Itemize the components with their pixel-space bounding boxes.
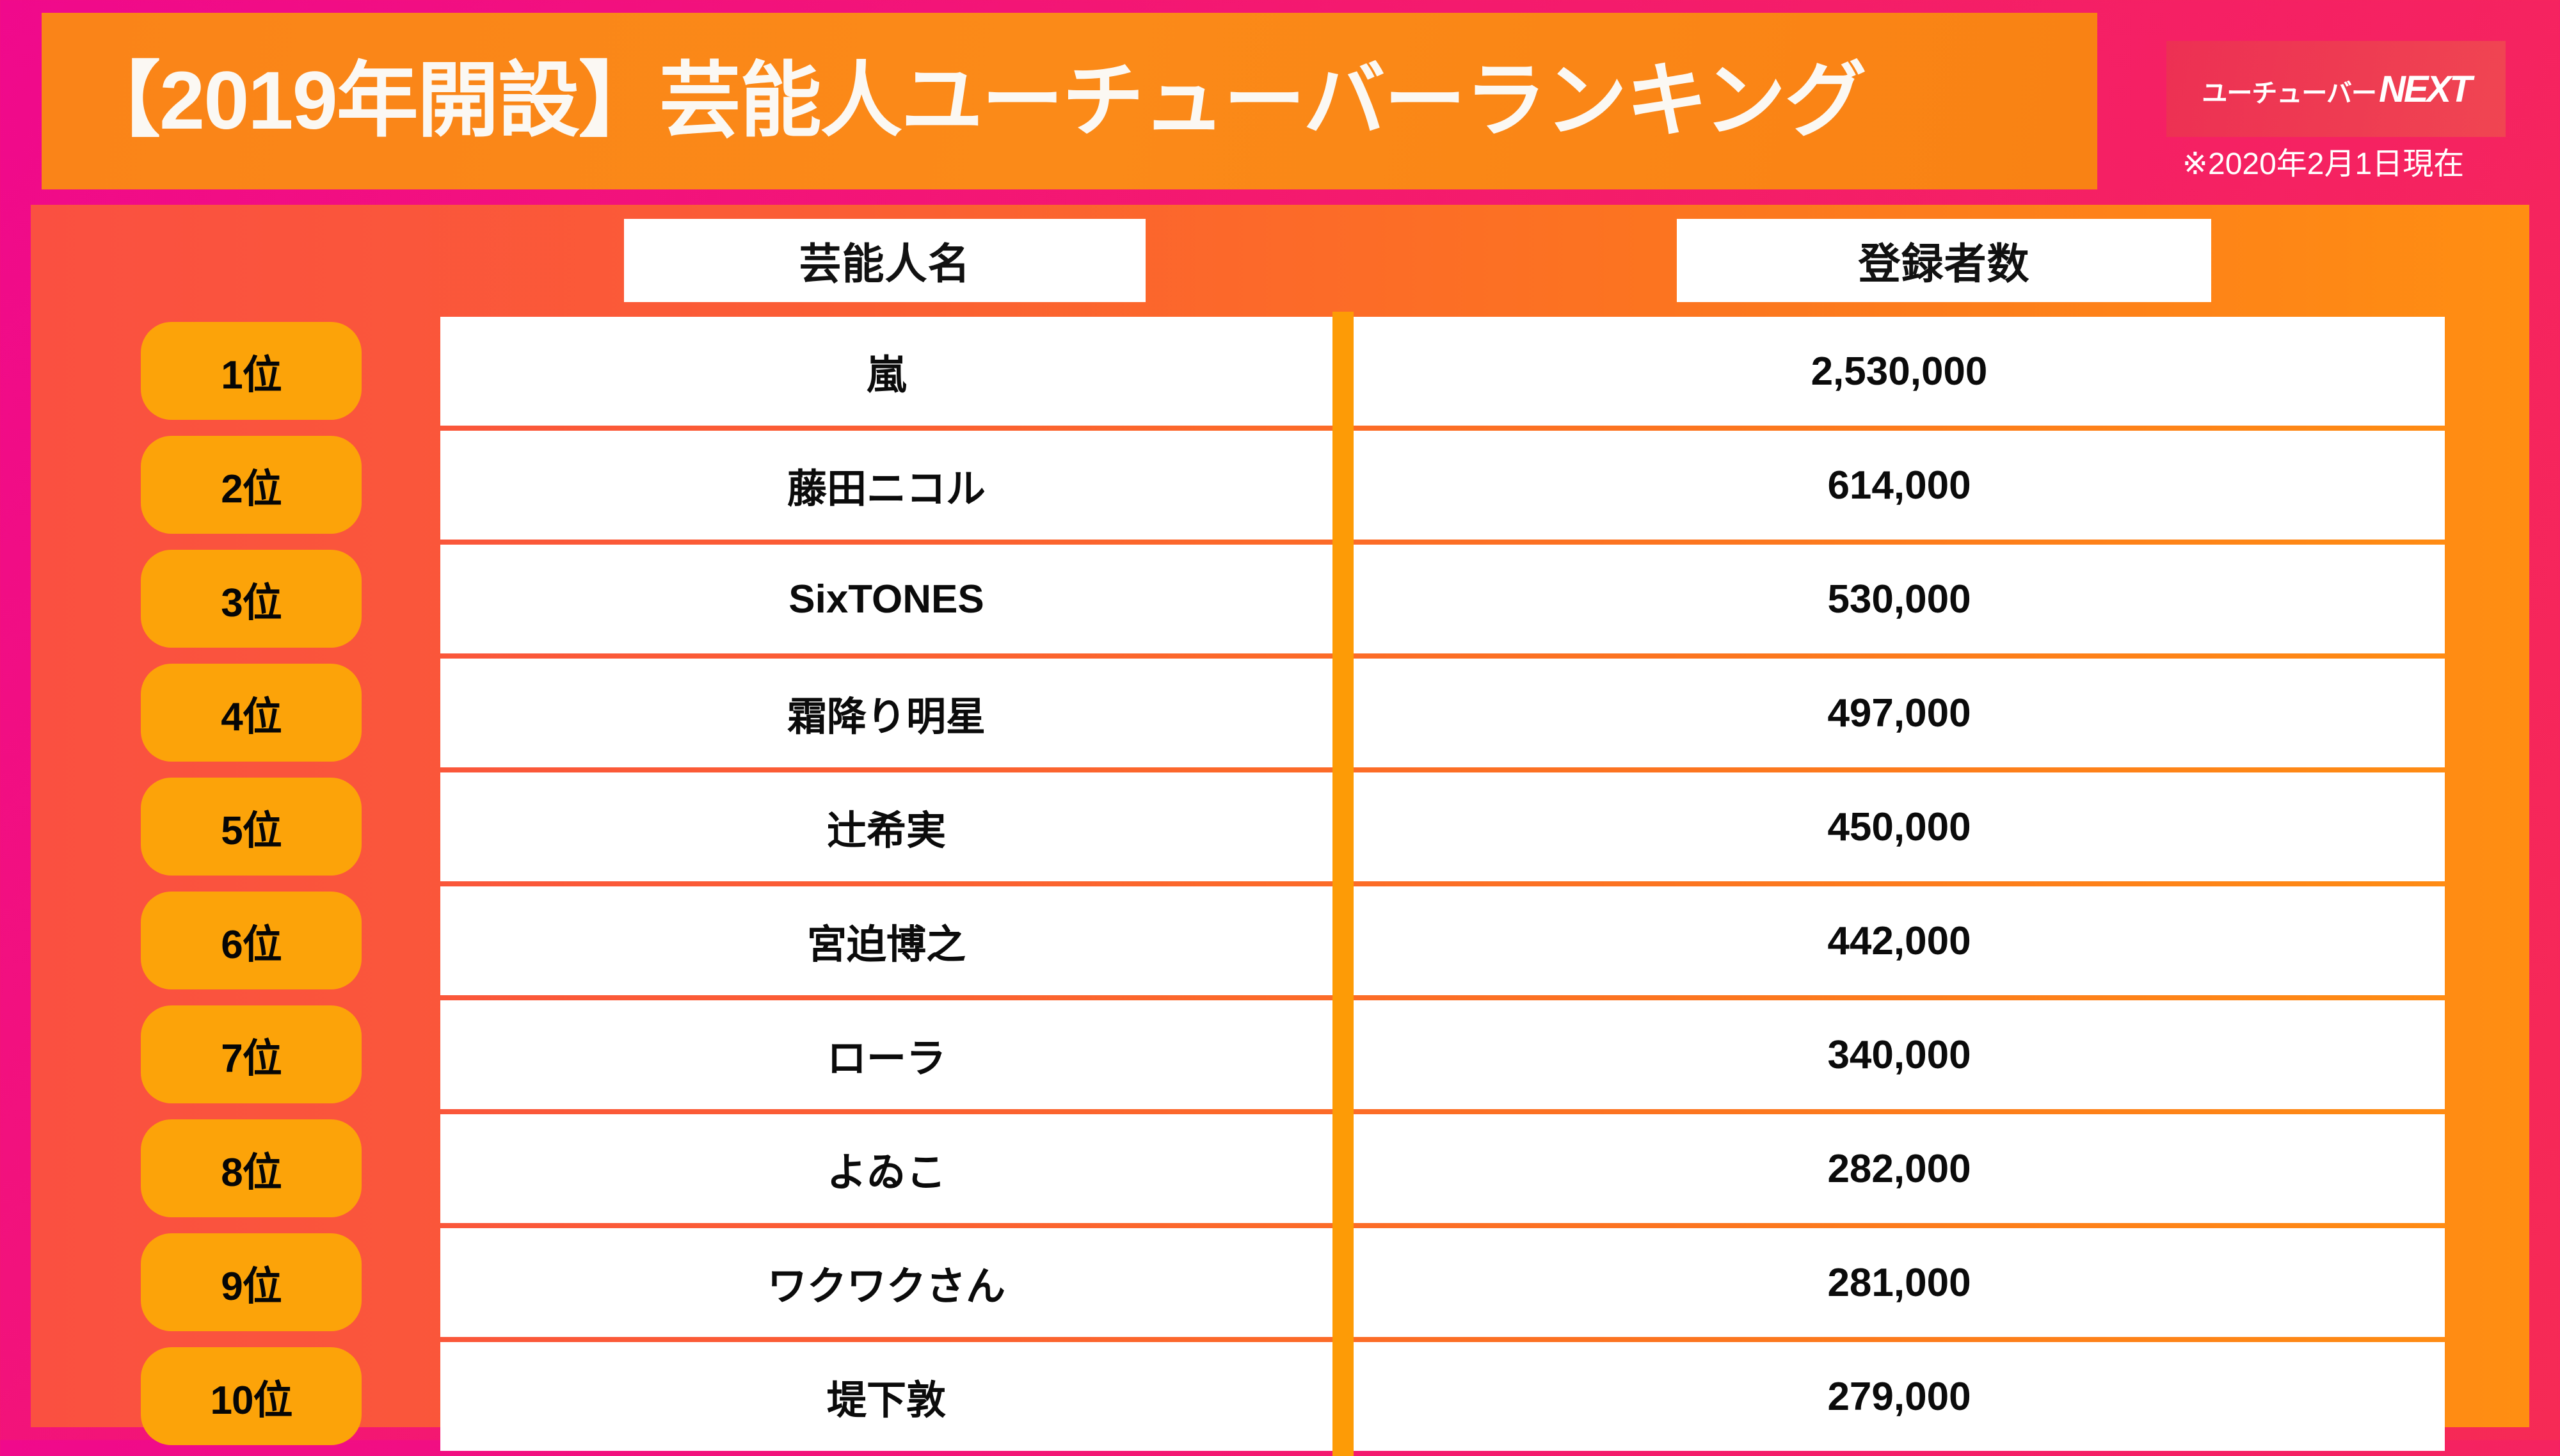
subscriber-count-label: 530,000	[1827, 577, 1971, 621]
subscriber-count-label: 2,530,000	[1811, 349, 1988, 394]
subscriber-count-cell: 614,000	[1354, 431, 2445, 540]
rank-badge-label: 5位	[221, 808, 282, 853]
rank-badge: 9位	[141, 1233, 362, 1331]
celebrity-name-label: 宮迫博之	[806, 923, 966, 967]
subscriber-count-cell: 450,000	[1354, 772, 2445, 881]
subscriber-count-cell: 281,000	[1354, 1228, 2445, 1337]
rank-badge: 2位	[141, 436, 362, 534]
subscriber-count-cell: 340,000	[1354, 1000, 2445, 1109]
celebrity-name-label: よゐこ	[826, 1151, 946, 1195]
date-note: ※2020年2月1日現在	[2182, 147, 2465, 181]
table-row: 6位 宮迫博之 442,000	[31, 881, 2529, 1000]
rank-badge-label: 4位	[221, 694, 282, 739]
table-row: 8位 よゐこ 282,000	[31, 1109, 2529, 1228]
celebrity-name-cell: ローラ	[440, 1000, 1332, 1109]
rank-badge: 7位	[141, 1005, 362, 1103]
subscriber-count-cell: 497,000	[1354, 659, 2445, 767]
celebrity-name-label: ワクワクさん	[767, 1265, 1005, 1309]
celebrity-name-label: ローラ	[826, 1037, 946, 1081]
column-divider	[1332, 653, 1354, 772]
column-header-subscribers-label: 登録者数	[1858, 240, 2030, 287]
subscriber-count-label: 497,000	[1827, 691, 1971, 735]
subscriber-count-cell: 442,000	[1354, 886, 2445, 995]
subscriber-count-label: 442,000	[1827, 918, 1971, 963]
subscriber-count-label: 282,000	[1827, 1146, 1971, 1191]
rank-badge: 8位	[141, 1119, 362, 1217]
column-header-name-label: 芸能人名	[799, 240, 971, 287]
celebrity-name-cell: 宮迫博之	[440, 886, 1332, 995]
subscriber-count-label: 279,000	[1827, 1374, 1971, 1419]
celebrity-name-cell: 藤田ニコル	[440, 431, 1332, 540]
subscriber-count-cell: 282,000	[1354, 1114, 2445, 1223]
rank-badge-label: 8位	[221, 1150, 282, 1195]
table-row: 2位 藤田ニコル 614,000	[31, 426, 2529, 545]
column-divider	[1332, 1109, 1354, 1228]
celebrity-name-cell: ワクワクさん	[440, 1228, 1332, 1337]
ranking-panel: 芸能人名 登録者数 1位 嵐 2,530,000 2位 藤田ニコル 614,000 3位 Si…	[31, 205, 2529, 1456]
table-row: 3位 SixTONES 530,000	[31, 540, 2529, 659]
subscriber-count-label: 340,000	[1827, 1032, 1971, 1077]
logo-area: ユーチューバー NEXT ※2020年2月1日現在	[2112, 13, 2534, 192]
rank-badge-label: 7位	[221, 1036, 282, 1081]
title-banner: 【2019年開設】芸能人ユーチューバーランキング	[42, 13, 2097, 189]
rank-badge-label: 10位	[210, 1378, 293, 1423]
table-row: 9位 ワクワクさん 281,000	[31, 1223, 2529, 1342]
celebrity-name-label: 藤田ニコル	[787, 467, 986, 511]
rank-badge: 10位	[141, 1347, 362, 1445]
rank-badge-label: 1位	[221, 353, 282, 397]
brand-logo-text: ユーチューバー NEXT	[2202, 68, 2472, 111]
table-row: 1位 嵐 2,530,000	[31, 312, 2529, 431]
column-divider	[1332, 426, 1354, 545]
table-row: 10位 堤下敦 279,000	[31, 1337, 2529, 1456]
column-divider	[1332, 995, 1354, 1114]
subscriber-count-cell: 279,000	[1354, 1342, 2445, 1451]
celebrity-name-label: 嵐	[866, 353, 906, 397]
brand-logo: ユーチューバー NEXT	[2166, 41, 2506, 137]
column-header-subscribers: 登録者数	[1677, 219, 2211, 302]
table-row: 7位 ローラ 340,000	[31, 995, 2529, 1114]
column-divider	[1332, 881, 1354, 1000]
subscriber-count-label: 614,000	[1827, 463, 1971, 508]
column-header-name: 芸能人名	[624, 219, 1146, 302]
subscriber-count-cell: 530,000	[1354, 545, 2445, 653]
rank-badge-label: 2位	[221, 467, 282, 511]
subscriber-count-label: 450,000	[1827, 804, 1971, 849]
celebrity-name-label: 辻希実	[826, 809, 946, 853]
column-divider	[1332, 1223, 1354, 1342]
table-row: 5位 辻希実 450,000	[31, 767, 2529, 886]
column-divider	[1332, 540, 1354, 659]
table-row: 4位 霜降り明星 497,000	[31, 653, 2529, 772]
celebrity-name-label: 堤下敦	[826, 1379, 946, 1423]
celebrity-name-cell: 霜降り明星	[440, 659, 1332, 767]
brand-logo-kana: ユーチューバー	[2202, 79, 2377, 108]
celebrity-name-cell: 辻希実	[440, 772, 1332, 881]
rank-badge: 3位	[141, 550, 362, 648]
rank-badge: 5位	[141, 778, 362, 876]
column-divider	[1332, 1337, 1354, 1456]
celebrity-name-cell: 堤下敦	[440, 1342, 1332, 1451]
column-divider	[1332, 312, 1354, 431]
subscriber-count-cell: 2,530,000	[1354, 317, 2445, 426]
rank-badge-label: 9位	[221, 1264, 282, 1309]
celebrity-name-label: SixTONES	[788, 577, 984, 621]
subscriber-count-label: 281,000	[1827, 1260, 1971, 1305]
rank-badge-label: 6位	[221, 922, 282, 967]
celebrity-name-label: 霜降り明星	[787, 695, 986, 739]
column-divider	[1332, 767, 1354, 886]
rank-badge-label: 3位	[221, 580, 282, 625]
rank-badge: 6位	[141, 892, 362, 989]
page-title: 【2019年開設】芸能人ユーチューバーランキング	[79, 55, 1867, 147]
brand-logo-next: NEXT	[2378, 68, 2472, 110]
rank-badge: 1位	[141, 322, 362, 420]
celebrity-name-cell: SixTONES	[440, 545, 1332, 653]
celebrity-name-cell: 嵐	[440, 317, 1332, 426]
celebrity-name-cell: よゐこ	[440, 1114, 1332, 1223]
rank-badge: 4位	[141, 664, 362, 762]
ranking-rows: 1位 嵐 2,530,000 2位 藤田ニコル 614,000 3位 SixTONES 530,…	[31, 312, 2529, 1456]
